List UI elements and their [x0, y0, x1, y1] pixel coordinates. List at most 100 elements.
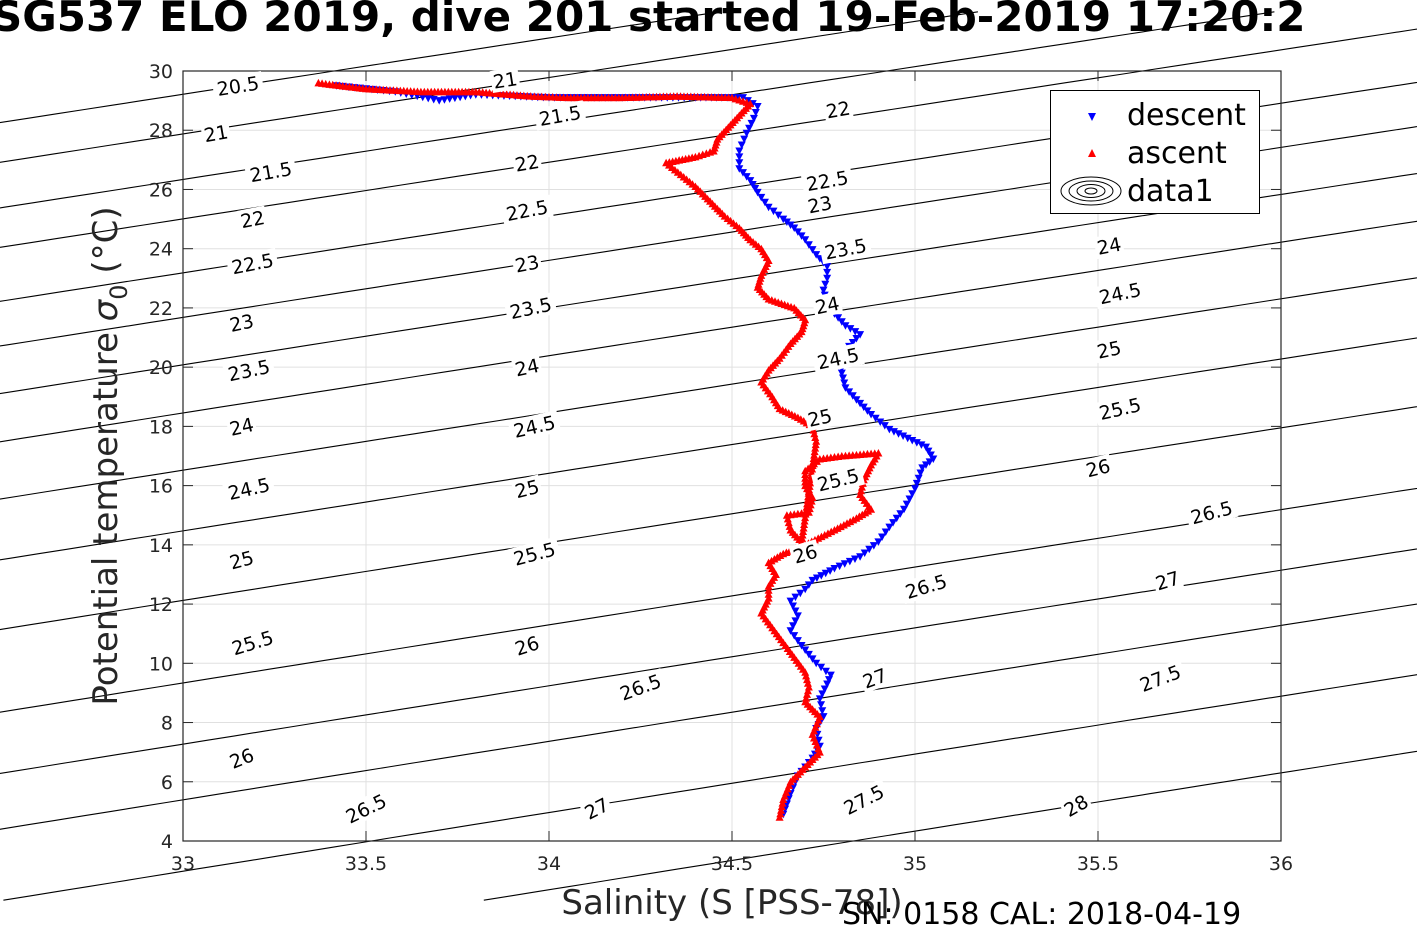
contour-label: 24.5	[222, 472, 276, 505]
y-axis-label-sigma: σ	[86, 298, 126, 321]
contour-label: 25	[1093, 335, 1125, 364]
descent-point	[808, 246, 817, 254]
contour-label: 21	[489, 66, 521, 94]
contour-label-bg	[222, 354, 276, 387]
contour-label: 24.5	[1093, 277, 1147, 309]
contour-label: 23	[225, 309, 258, 337]
contour-label-bg	[533, 100, 587, 131]
contour-label-bg	[244, 156, 298, 187]
descent-point	[852, 335, 861, 343]
x-tick-label: 35	[903, 853, 927, 875]
descent-point	[885, 523, 894, 532]
descent-point	[892, 514, 901, 523]
descent-point	[817, 572, 826, 580]
contour-label-text: 24	[228, 414, 257, 441]
y-axis-label-unit: (°C)	[86, 206, 126, 284]
data-points	[314, 78, 938, 821]
contour-label-bg	[579, 792, 615, 825]
contour-label-text: 21.5	[248, 158, 293, 187]
x-tick-label: 34	[537, 853, 561, 875]
descent-point	[804, 650, 813, 659]
x-tick-label: 36	[1269, 853, 1293, 875]
contour-line-21-5	[0, 11, 1275, 209]
contour-label-bg	[500, 194, 554, 226]
descent-point	[846, 325, 855, 333]
descent-point	[797, 642, 806, 650]
descent-point	[834, 314, 843, 322]
descent-point	[790, 224, 799, 232]
descent-point	[745, 124, 754, 133]
descent-point	[808, 655, 817, 663]
legend-item-ascent: ascent	[1051, 134, 1259, 172]
descent-point	[889, 519, 898, 527]
descent-point	[841, 384, 850, 392]
descent-point	[899, 432, 908, 441]
contour-label-text: 28	[1061, 791, 1093, 822]
contour-label-text: 27.5	[1137, 661, 1184, 697]
descent-point	[848, 392, 857, 400]
contour-label-text: 23.5	[823, 235, 869, 265]
descent-point	[742, 173, 751, 181]
contour-label: 27	[579, 792, 615, 825]
contour-label: 28	[1058, 788, 1094, 823]
legend-label-data1: data1	[1127, 174, 1214, 209]
contour-label-bg	[511, 353, 543, 381]
descent-point	[808, 576, 817, 585]
descent-point	[925, 458, 934, 466]
ascent-point	[764, 594, 773, 602]
descent-point	[735, 153, 744, 161]
descent-point	[774, 211, 783, 220]
descent-point	[830, 565, 839, 573]
contour-label-bg	[225, 412, 258, 441]
contour-label-text: 25.5	[815, 465, 861, 497]
y-tick-label: 24	[149, 239, 173, 261]
y-tick-label: 14	[149, 535, 173, 557]
contour-label-text: 23	[806, 192, 834, 218]
legend-item-data1: data1	[1051, 172, 1259, 210]
contour-label-text: 25.5	[1097, 394, 1143, 425]
y-tick-label: 4	[161, 831, 173, 853]
contour-label-text: 27.5	[840, 781, 888, 820]
descent-point	[823, 268, 832, 277]
contour-label: 25.5	[507, 536, 562, 571]
contour-label-text: 23	[513, 251, 541, 277]
triangle-up-icon	[1088, 149, 1096, 157]
contour-label-bg	[811, 342, 865, 375]
ascent-point	[785, 522, 794, 530]
y-tick-label: 10	[149, 653, 173, 675]
descent-point	[751, 108, 760, 117]
contour-line-22-5	[0, 81, 1417, 302]
contour-label: 24.5	[811, 342, 865, 375]
contour-label-bg	[1058, 788, 1094, 823]
descent-point	[823, 274, 832, 283]
contour-label-text: 22	[239, 207, 267, 233]
descent-point	[921, 443, 930, 452]
descent-point	[856, 553, 865, 561]
descent-point	[912, 439, 921, 447]
contour-label-bg	[1184, 495, 1239, 530]
contour-label-bg	[857, 662, 892, 694]
descent-point	[867, 411, 876, 419]
contour-label: 25.5	[811, 462, 866, 497]
contour-label-text: 24	[813, 293, 841, 320]
descent-point	[865, 545, 874, 554]
contour-label: 22.5	[225, 247, 280, 280]
contour-line-21	[0, 11, 978, 163]
y-tick-label: 18	[149, 416, 173, 438]
contour-label: 22	[822, 96, 854, 124]
descent-point	[817, 701, 826, 709]
chart-title: SG537 ELO 2019, dive 201 started 19-Feb-…	[0, 0, 1306, 41]
descent-point	[859, 403, 868, 412]
descent-point	[760, 198, 769, 207]
contour-label-bg	[1132, 658, 1188, 698]
descent-point	[779, 215, 788, 224]
contour-label: 27.5	[1132, 658, 1188, 698]
contour-label-text: 22.5	[230, 250, 276, 280]
contour-label: 24	[511, 353, 543, 381]
contour-label-text: 26	[1084, 455, 1113, 482]
contour-label: 26	[510, 630, 544, 661]
descent-point	[917, 441, 926, 449]
contour-label-text: 22	[824, 98, 852, 124]
contour-label-bg	[1081, 453, 1115, 482]
y-tick-label: 12	[149, 594, 173, 616]
